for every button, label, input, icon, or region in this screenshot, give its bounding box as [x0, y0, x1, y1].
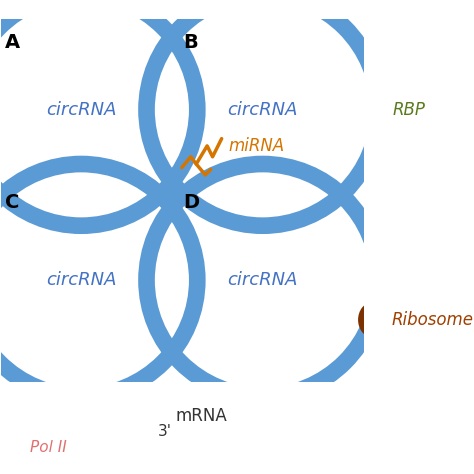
Text: C: C — [5, 193, 19, 212]
Text: RBP: RBP — [392, 100, 425, 118]
Ellipse shape — [358, 302, 385, 337]
FancyBboxPatch shape — [367, 98, 387, 121]
Text: miRNA: miRNA — [229, 137, 285, 155]
Text: B: B — [183, 34, 198, 53]
Text: circRNA: circRNA — [228, 271, 298, 289]
Text: A: A — [5, 34, 20, 53]
Text: Pol II: Pol II — [30, 440, 67, 455]
Text: circRNA: circRNA — [228, 100, 298, 118]
Text: D: D — [183, 193, 199, 212]
Ellipse shape — [34, 401, 70, 431]
Text: mRNA: mRNA — [175, 407, 227, 425]
Text: Ribosome: Ribosome — [392, 311, 474, 329]
Text: circRNA: circRNA — [46, 100, 117, 118]
Text: 3': 3' — [158, 424, 172, 439]
Text: circRNA: circRNA — [46, 271, 117, 289]
